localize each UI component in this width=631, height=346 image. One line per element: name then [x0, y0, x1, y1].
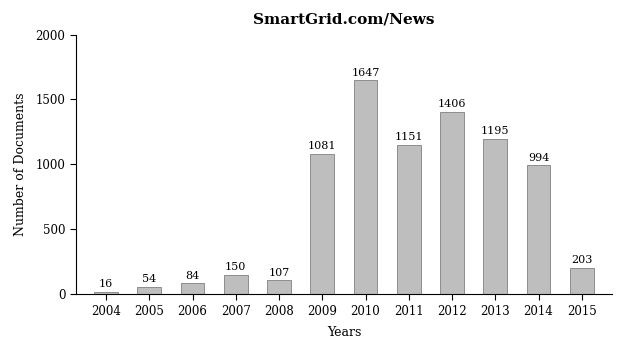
Bar: [267, 280, 291, 294]
Text: 16: 16: [99, 280, 113, 289]
Text: 1151: 1151: [394, 132, 423, 142]
Bar: [570, 268, 594, 294]
Bar: [483, 139, 507, 294]
X-axis label: Years: Years: [327, 326, 361, 339]
Bar: [94, 292, 118, 294]
Title: SmartGrid.com/News: SmartGrid.com/News: [253, 12, 435, 27]
Y-axis label: Number of Documents: Number of Documents: [14, 93, 27, 236]
Text: 54: 54: [142, 274, 156, 284]
Text: 203: 203: [571, 255, 593, 265]
Text: 150: 150: [225, 262, 247, 272]
Bar: [224, 275, 247, 294]
Bar: [353, 80, 377, 294]
Text: 1081: 1081: [308, 141, 336, 151]
Text: 1195: 1195: [481, 126, 510, 136]
Text: 107: 107: [268, 267, 290, 277]
Bar: [440, 112, 464, 294]
Text: 1647: 1647: [351, 68, 380, 78]
Bar: [527, 165, 550, 294]
Bar: [138, 287, 161, 294]
Text: 84: 84: [186, 271, 199, 281]
Bar: [180, 283, 204, 294]
Bar: [310, 154, 334, 294]
Text: 1406: 1406: [438, 99, 466, 109]
Text: 994: 994: [528, 153, 549, 163]
Bar: [397, 145, 421, 294]
